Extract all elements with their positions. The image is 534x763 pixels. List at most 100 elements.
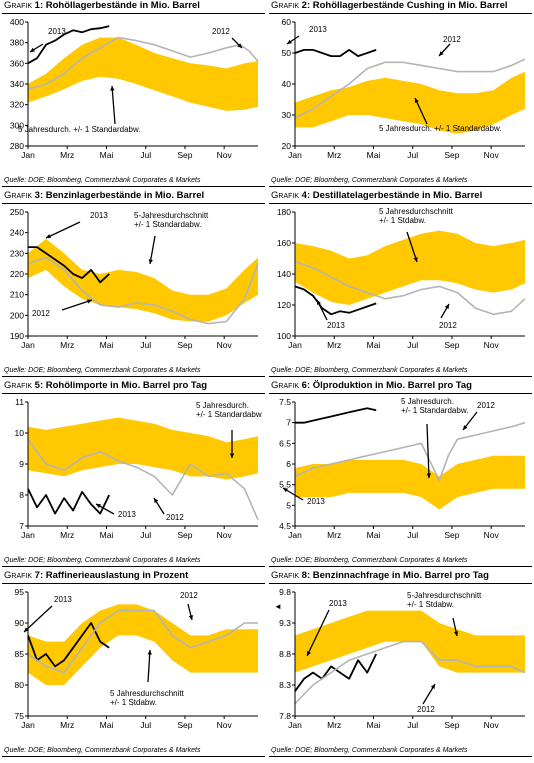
x-tick-label: Nov <box>217 150 233 160</box>
plot-area: 20 30 40 50 60 Jan Mrz Mai Jul Sep Nov 2013 2012 5 Ja… <box>282 17 526 160</box>
x-tick-label: Nov <box>484 720 500 730</box>
annotation-label: +/- 1 Stdabw. <box>407 600 454 609</box>
annotation-arrowhead <box>237 43 242 48</box>
chart-panel: Grafik 8: Benzinnachfrage in Mio. Barrel… <box>267 570 534 760</box>
chart-title-text: Benzinlagerbestände in Mio. Barrel <box>45 190 205 201</box>
chart-title: Grafik 8: Benzinnachfrage in Mio. Barrel… <box>271 570 489 582</box>
y-tick-label: 60 <box>282 17 292 27</box>
arrow-marker-icon: ◄ <box>274 602 282 611</box>
chart-number: Grafik <box>4 380 33 391</box>
x-tick-label: Jan <box>21 720 35 730</box>
annotation-label: 2012 <box>417 705 435 714</box>
chart-title-text: Rohölimporte in Mio. Barrel pro Tag <box>45 380 208 391</box>
annotation-label: 5 Jahresdurch. +/- 1 Standardabw. <box>379 124 502 133</box>
y-tick-label: 9.8 <box>279 587 291 597</box>
y-tick-label: 4.5 <box>279 521 291 531</box>
chart-title: Grafik 7: Raffinerieauslastung in Prozen… <box>4 570 188 582</box>
bottom-rule <box>2 566 265 567</box>
x-tick-label: Sep <box>177 340 192 350</box>
annotation-arrowhead <box>283 488 288 493</box>
chart-number: Grafik <box>4 190 33 201</box>
annotation-label: 2012 <box>477 401 495 410</box>
chart-number-value: 8: <box>301 570 311 581</box>
series-line-2013 <box>295 407 377 424</box>
annotation-label: +/- 1 Standardabw. <box>196 410 262 419</box>
annotation-label: 2013 <box>329 599 347 608</box>
y-tick-label: 280 <box>10 141 24 151</box>
std-band <box>28 238 258 322</box>
chart-panel: Grafik 6: Ölproduktion in Mio. Barrel pr… <box>267 380 534 570</box>
y-tick-label: 10 <box>15 428 25 438</box>
std-band <box>295 230 525 305</box>
chart-panel: Grafik 1: Rohöllagerbestände in Mio. Bar… <box>0 0 267 190</box>
chart-number-value: 4: <box>301 190 311 201</box>
annotation-label: 2012 <box>166 513 184 522</box>
annotation-label: 2013 <box>118 510 136 519</box>
plot-area: 280 300 320 340 360 380 400 Jan Mrz Mai Jul Sep Nov 2… <box>10 17 259 160</box>
chart-title: Grafik 6: Ölproduktion in Mio. Barrel pr… <box>271 380 472 392</box>
annotation-label: 5-Jahresdurchschnitt <box>407 591 482 600</box>
bottom-rule <box>269 756 532 757</box>
source-note: Quelle: DOE; Bloomberg, Commerzbank Corp… <box>4 747 201 754</box>
annotation-label: 5 Jahresdurchschnitt <box>110 689 185 698</box>
x-tick-label: Mai <box>100 340 114 350</box>
annotation-label: 2012 <box>32 309 50 318</box>
x-tick-label: Mrz <box>60 150 74 160</box>
chart-panel: Grafik 5: Rohölimporte in Mio. Barrel pr… <box>0 380 267 570</box>
series-line-2013 <box>294 49 377 57</box>
x-tick-label: Jul <box>140 340 151 350</box>
series-line-2013 <box>27 25 110 65</box>
title-rule <box>269 13 532 14</box>
plot-area: 190 200 210 220 230 240 250 Jan Mrz Mai Jul Sep Nov 2… <box>10 207 259 350</box>
x-tick-label: Jul <box>140 720 151 730</box>
title-rule <box>269 393 532 394</box>
y-tick-label: 9.3 <box>279 618 291 628</box>
y-tick-label: 20 <box>282 141 292 151</box>
x-tick-label: Nov <box>217 530 233 540</box>
y-tick-label: 6.5 <box>279 438 291 448</box>
series-line-2012 <box>294 58 526 119</box>
x-tick-label: Jan <box>288 150 302 160</box>
annotation-label: 2013 <box>48 27 66 36</box>
std-band <box>28 604 258 685</box>
series-line-2012 <box>27 438 259 521</box>
annotation-label: 2012 <box>180 591 198 600</box>
annotation-arrowhead <box>317 300 321 305</box>
y-tick-label: 85 <box>15 649 25 659</box>
annotation-arrowhead <box>413 257 418 262</box>
annotation-arrowhead <box>414 98 419 103</box>
chart-number: Grafik <box>4 0 33 11</box>
annotation-label: 2013 <box>90 211 108 220</box>
x-tick-label: Mrz <box>327 530 341 540</box>
y-tick-label: 7.8 <box>279 711 291 721</box>
annotation-arrow <box>414 97 428 125</box>
x-tick-label: Sep <box>444 720 459 730</box>
y-tick-label: 75 <box>15 711 25 721</box>
annotation-arrow <box>149 235 156 265</box>
annotation-label: 2012 <box>212 27 230 36</box>
y-tick-label: 360 <box>10 58 24 68</box>
x-tick-label: Mai <box>100 530 114 540</box>
bottom-rule <box>269 566 532 567</box>
chart-title-text: Rohöllagerbestände Cushing in Mio. Barre… <box>312 0 508 11</box>
annotation-label: 2012 <box>443 35 461 44</box>
series-line-2012 <box>294 421 526 482</box>
series-line-2013 <box>27 622 110 668</box>
y-tick-label: 11 <box>15 397 24 407</box>
y-tick-label: 30 <box>282 110 292 120</box>
x-tick-label: Sep <box>444 530 459 540</box>
chart-number: Grafik <box>271 190 300 201</box>
annotation-label: +/- 1 Stdabw. <box>379 216 426 225</box>
chart-title: Grafik 4: Destillatelagerbestände in Mio… <box>271 190 482 202</box>
y-tick-label: 380 <box>10 38 24 48</box>
annotation-arrowhead <box>147 650 152 655</box>
x-tick-label: Mrz <box>60 720 74 730</box>
annotation-arrow <box>426 423 430 479</box>
annotation-label: 5-Jahresdurchschnitt <box>134 211 209 220</box>
x-tick-label: Jul <box>140 530 151 540</box>
annotation-arrowhead <box>444 304 449 309</box>
chart-number-value: 6: <box>301 380 311 391</box>
series-line-2012 <box>27 256 259 325</box>
bottom-rule <box>269 376 532 377</box>
series-line-2013 <box>294 285 377 316</box>
